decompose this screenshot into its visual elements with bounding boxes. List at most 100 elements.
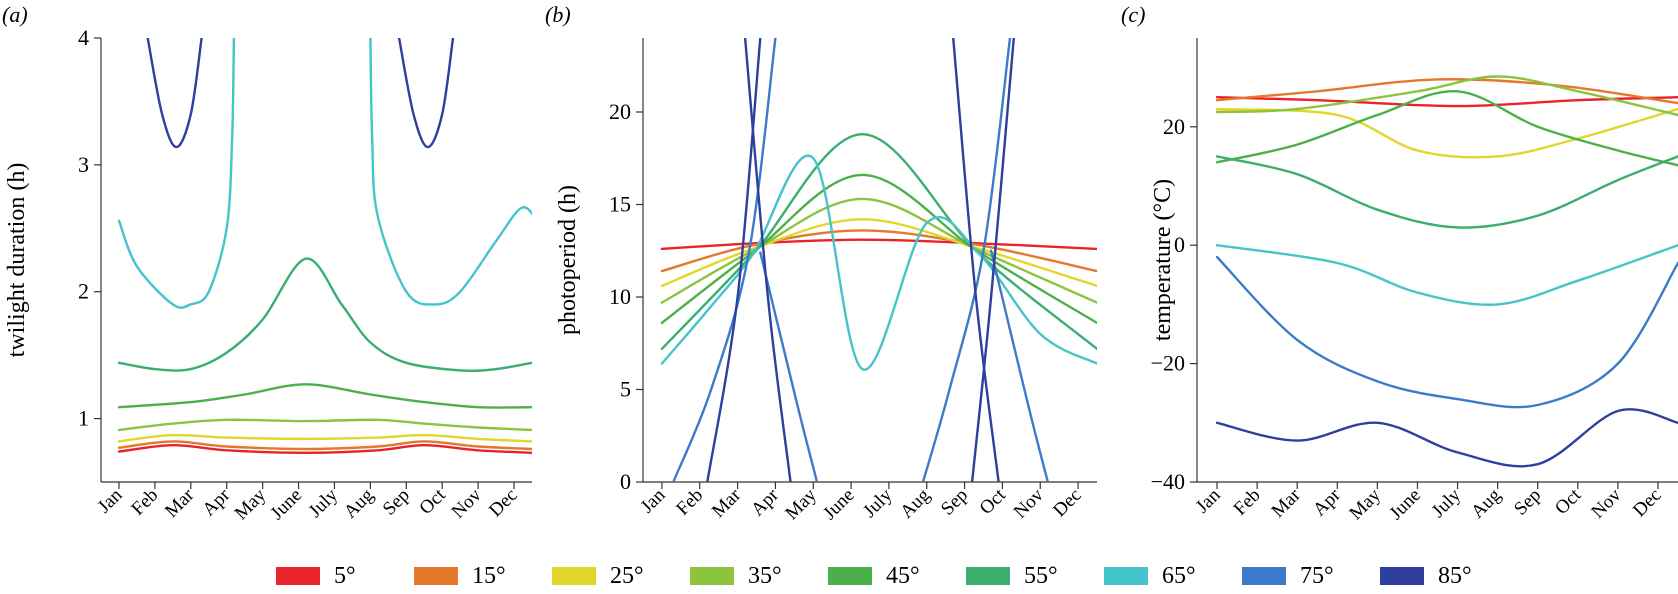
legend-entry: 15° [414, 563, 506, 589]
x-tick-label: May [781, 484, 821, 524]
y-tick-label: 4 [78, 25, 89, 50]
legend-swatch [1380, 567, 1424, 585]
legend-entry: 5° [276, 563, 356, 589]
x-tick-label: Feb [1230, 485, 1265, 520]
x-tick-label: Sep [1510, 485, 1545, 520]
series-line-65deg-0 [117, 38, 236, 309]
series-line-65deg-1 [369, 38, 532, 306]
x-tick-label: Nov [1587, 484, 1625, 522]
x-tick-label: Jan [94, 484, 127, 517]
x-tick-label: Dec [1629, 485, 1665, 521]
x-tick-label: June [267, 485, 306, 524]
x-tick-label: Nov [448, 484, 486, 522]
x-tick-label: July [305, 484, 343, 522]
x-tick-label: Mar [708, 484, 746, 522]
legend-entry: 65° [1104, 563, 1196, 589]
series-line-75deg-3 [989, 249, 1049, 482]
series-line-25deg-0 [117, 433, 532, 443]
legend-entry: 55° [966, 563, 1058, 589]
panel-label: (b) [545, 2, 571, 27]
x-tick-label: Apr [1309, 484, 1345, 520]
legend-swatch [690, 567, 734, 585]
legend-swatch [414, 567, 458, 585]
legend-swatch [966, 567, 1010, 585]
series-group [1215, 75, 1678, 468]
legend-label: 45° [886, 563, 920, 589]
y-tick-label: 15 [609, 192, 631, 217]
x-tick-label: Sep [379, 485, 414, 520]
y-tick-label: 20 [1163, 114, 1185, 139]
x-tick-label: Mar [161, 484, 199, 522]
y-axis-label: twilight duration (h) [4, 163, 30, 358]
series-line-5deg-0 [117, 443, 532, 454]
x-tick-label: July [859, 484, 897, 522]
x-tick-label: Feb [127, 485, 162, 520]
series-line-85deg-0 [1215, 408, 1678, 468]
y-tick-label: 3 [78, 152, 89, 177]
legend-label: 35° [748, 563, 782, 589]
series-line-35deg-0 [1215, 75, 1678, 117]
series-line-55deg-0 [117, 257, 532, 373]
series-line-85deg-1 [397, 38, 455, 149]
series-line-5deg-0 [660, 238, 1097, 251]
legend-label: 5° [334, 563, 356, 589]
legend: 5° 15° 25° 35° 45° 55° 65° 75° 85° [276, 563, 1472, 589]
legend-swatch [1104, 567, 1148, 585]
x-tick-label: June [1386, 485, 1425, 524]
series-line-85deg-3 [970, 38, 1015, 482]
series-line-55deg-0 [660, 133, 1097, 350]
series-line-65deg-0 [660, 154, 1097, 371]
series-line-85deg-0 [146, 38, 203, 149]
chart-panel-3: −40 −20 0 20 Jan Feb Mar Apr May June July Aug Sep Oc… [1121, 2, 1678, 524]
y-tick-label: −40 [1151, 469, 1185, 494]
legend-entry: 35° [690, 563, 782, 589]
x-tick-label: Apr [198, 484, 234, 520]
x-tick-label: Aug [896, 484, 934, 522]
legend-swatch [1242, 567, 1286, 585]
panel-label: (c) [1121, 2, 1145, 27]
series-line-35deg-0 [660, 197, 1097, 304]
series-line-15deg-0 [117, 440, 532, 451]
y-tick-label: 1 [78, 406, 89, 431]
series-group [117, 38, 532, 454]
series-line-45deg-0 [660, 173, 1097, 325]
y-axis-label: temperature (°C) [1150, 179, 1176, 341]
series-line-75deg-2 [921, 38, 1012, 482]
legend-label: 75° [1300, 563, 1334, 589]
legend-label: 15° [472, 563, 506, 589]
x-tick-label: Dec [1049, 485, 1085, 521]
series-line-85deg-2 [952, 38, 1000, 482]
panel-label: (a) [2, 2, 28, 27]
x-tick-label: Apr [747, 484, 783, 520]
series-line-65deg-0 [1215, 244, 1678, 306]
y-axis-label: photoperiod (h) [555, 185, 581, 335]
x-tick-label: Sep [937, 485, 972, 520]
x-tick-label: Oct [1551, 484, 1586, 519]
x-tick-label: Aug [1467, 484, 1505, 522]
series-line-75deg-0 [1215, 255, 1678, 409]
legend-label: 25° [610, 563, 644, 589]
y-tick-label: 20 [609, 99, 631, 124]
legend-entry: 85° [1380, 563, 1472, 589]
y-tick-label: 5 [620, 377, 631, 402]
series-line-25deg-0 [1215, 107, 1678, 159]
x-tick-label: Jan [1192, 484, 1225, 517]
x-tick-label: Jan [637, 484, 670, 517]
x-tick-label: July [1428, 484, 1466, 522]
series-line-45deg-0 [1215, 90, 1678, 167]
y-tick-label: 2 [78, 279, 89, 304]
legend-entry: 45° [828, 563, 920, 589]
series-line-55deg-0 [1215, 155, 1678, 229]
legend-entry: 75° [1242, 563, 1334, 589]
x-tick-label: Aug [340, 484, 378, 522]
y-tick-label: −20 [1151, 351, 1185, 376]
x-tick-label: Feb [672, 485, 707, 520]
x-tick-label: Oct [976, 484, 1011, 519]
y-tick-label: 10 [609, 284, 631, 309]
series-line-25deg-0 [660, 218, 1097, 288]
series-line-45deg-0 [117, 383, 532, 409]
legend-label: 55° [1024, 563, 1058, 589]
x-tick-label: Oct [415, 484, 450, 519]
